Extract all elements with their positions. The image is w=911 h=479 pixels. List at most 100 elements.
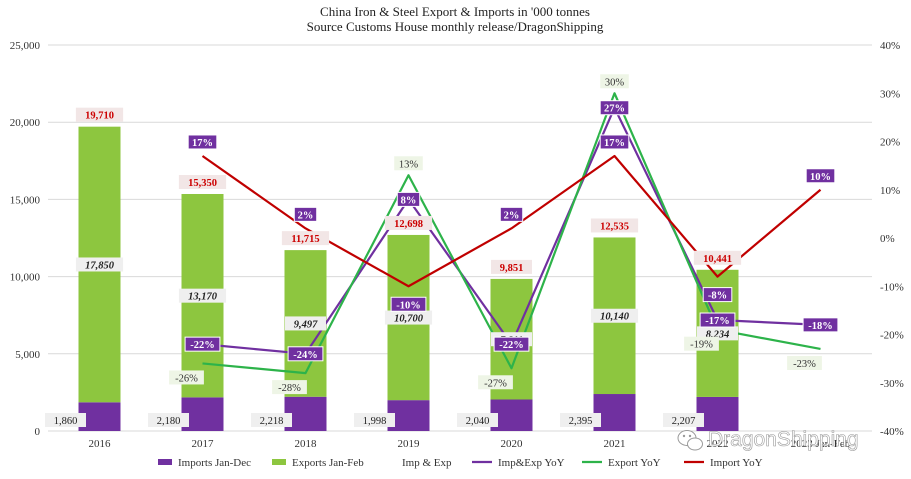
label-box — [354, 413, 395, 427]
label-text: 1,860 — [54, 416, 78, 427]
label-box — [148, 413, 189, 427]
label-text: 12,698 — [394, 219, 423, 230]
legend-item: Import YoY — [684, 457, 763, 469]
right-tick-label: 10% — [880, 185, 900, 197]
legend-label: Exports Jan-Feb — [292, 457, 364, 469]
label-text: 15,350 — [188, 178, 217, 189]
label-text: -22% — [499, 340, 524, 351]
label-text: -17% — [705, 316, 730, 327]
label-text: -18% — [808, 321, 833, 332]
yoy-data-label: -18% — [802, 317, 839, 333]
yoy-data-label: -23% — [787, 355, 822, 370]
total-data-label: 9,851 — [491, 259, 532, 274]
right-tick-label: -30% — [880, 378, 904, 390]
legend-swatch — [158, 459, 172, 465]
label-box — [251, 413, 292, 427]
yoy-data-label: 2% — [293, 206, 318, 222]
label-text: 11,715 — [291, 234, 319, 245]
left-tick-label: 25,000 — [10, 40, 41, 52]
chart-subtitle: Source Customs House monthly release/Dra… — [307, 19, 604, 34]
label-text: 10,700 — [394, 314, 424, 325]
label-box — [187, 134, 218, 150]
label-text: 2,395 — [569, 416, 593, 427]
legend-item: Imp & Exp — [402, 457, 452, 469]
yoy-data-label: 2% — [499, 206, 524, 222]
label-box — [287, 346, 324, 362]
imports-data-label: 2,395 — [560, 413, 601, 427]
left-tick-label: 0 — [35, 426, 41, 438]
right-axis-ticks: -40% -30% -20% -10% 0% 10% 20% 30% 40% — [880, 40, 904, 438]
imports-data-label: 2,040 — [457, 413, 498, 427]
legend-item: Imp&Exp YoY — [472, 457, 565, 469]
imports-data-label: 2,207 — [663, 413, 704, 427]
chart-title: China Iron & Steel Export & Imports in '… — [320, 4, 590, 19]
imports-data-label: 2,218 — [251, 413, 292, 427]
label-box — [599, 134, 630, 150]
yoy-data-label: 27% — [599, 100, 630, 116]
label-text: -10% — [396, 300, 421, 311]
yoy-data-label: 8% — [396, 191, 421, 207]
wechat-icon — [677, 430, 703, 451]
label-text: 2,218 — [260, 416, 284, 427]
label-box — [169, 370, 204, 385]
label-box — [684, 336, 719, 351]
label-text: 2,207 — [672, 416, 696, 427]
legend-label: Imp & Exp — [402, 457, 452, 469]
total-data-label: 12,698 — [384, 215, 433, 230]
label-box — [600, 74, 629, 89]
right-tick-label: -10% — [880, 281, 904, 293]
yoy-data-label: 30% — [600, 74, 629, 89]
yoy-data-label: 13% — [394, 156, 423, 171]
label-text: 13% — [399, 159, 419, 170]
right-tick-label: -40% — [880, 426, 904, 438]
label-text: 2% — [298, 210, 314, 221]
label-box — [499, 206, 524, 222]
label-box — [384, 310, 433, 325]
yoy-data-label: -28% — [272, 380, 307, 395]
legend-label: Imports Jan-Dec — [178, 457, 251, 469]
exports-data-label: 17,850 — [75, 257, 124, 272]
legend-label: Import YoY — [710, 457, 763, 469]
legend: Imports Jan-Dec Exports Jan-Feb Imp & Exp I… — [158, 457, 763, 469]
yoy-data-label: -24% — [287, 346, 324, 362]
label-text: 2,180 — [157, 416, 181, 427]
yoy-data-label: -22% — [184, 336, 221, 352]
imports-data-label: 1,998 — [354, 413, 395, 427]
legend-item: Imports Jan-Dec — [158, 457, 251, 469]
label-box — [75, 107, 124, 122]
label-text: -24% — [293, 350, 318, 361]
line-labels: -22% -24% 8% -22% 27% -17% -18% -26% -28% 13% -27%… — [169, 74, 839, 395]
yoy-data-label: -22% — [493, 336, 530, 352]
label-box — [663, 413, 704, 427]
label-text: 10,441 — [703, 254, 732, 265]
yoy-data-label: 17% — [187, 134, 218, 150]
label-text: 9,851 — [500, 263, 524, 274]
label-box — [802, 317, 839, 333]
label-text: -22% — [190, 340, 215, 351]
yoy-data-label: -19% — [684, 336, 719, 351]
right-tick-label: 0% — [880, 233, 895, 245]
yoy-data-label: -8% — [702, 287, 733, 303]
label-box — [384, 215, 433, 230]
label-box — [390, 296, 427, 312]
legend-label: Export YoY — [608, 457, 661, 469]
label-text: 10% — [810, 172, 831, 183]
legend-label: Imp&Exp YoY — [498, 457, 565, 469]
label-box — [396, 191, 421, 207]
total-data-label: 15,350 — [178, 174, 227, 189]
legend-swatch — [272, 459, 286, 465]
label-box — [590, 308, 639, 323]
total-data-label: 10,441 — [693, 250, 742, 265]
category-label: 2020 — [501, 438, 524, 450]
label-box — [493, 336, 530, 352]
label-box — [590, 218, 639, 233]
label-box — [478, 375, 513, 390]
yoy-data-label: 10% — [805, 168, 836, 184]
label-text: -8% — [708, 291, 727, 302]
label-box — [693, 250, 742, 265]
legend-item: Export YoY — [582, 457, 661, 469]
category-label: 2023 Jan-Feb — [791, 438, 851, 450]
exports-data-label: 10,700 — [384, 310, 433, 325]
label-box — [178, 174, 227, 189]
label-text: 19,710 — [85, 111, 114, 122]
